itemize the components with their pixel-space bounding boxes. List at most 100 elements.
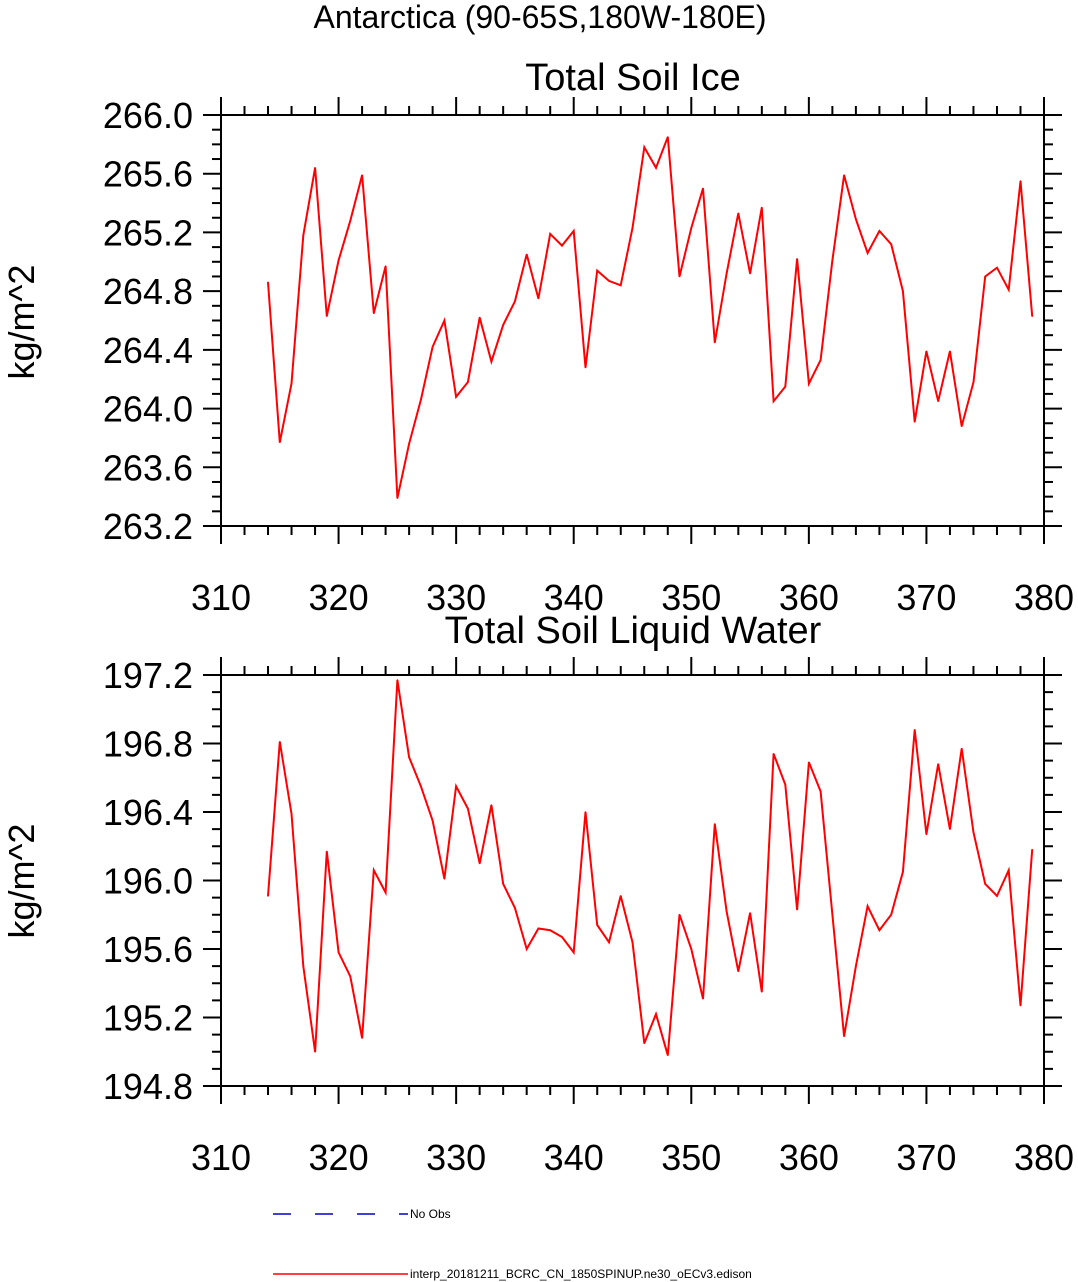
data-point (737, 970, 740, 973)
data-point (408, 443, 410, 445)
data-point (572, 230, 575, 232)
data-point (525, 253, 528, 256)
data-point (279, 441, 281, 444)
x-tick-label: 340 (544, 1137, 604, 1178)
data-point (819, 359, 822, 361)
y-tick-labels-soil-ice: 263.2 263.6 264.0 264.4 264.8 265.2 265.6 266.0 (103, 95, 193, 547)
data-point (690, 227, 693, 229)
data-point (502, 324, 505, 326)
data-point (490, 360, 493, 363)
data-point (1031, 848, 1033, 851)
data-point (502, 883, 505, 885)
data-point (467, 807, 469, 810)
data-point (678, 275, 681, 278)
data-point (808, 382, 810, 385)
y-tick-labels-soil-liquid-water: 194.8 195.2 195.6 196.0 196.4 196.8 197.2 (103, 655, 193, 1107)
data-point (925, 350, 928, 353)
data-point (702, 187, 704, 190)
data-point (619, 284, 622, 287)
data-point (866, 252, 869, 254)
data-point (643, 146, 646, 149)
data-point (949, 350, 951, 353)
data-point (608, 280, 610, 282)
data-point (690, 948, 693, 950)
x-tick-label: 380 (1014, 1137, 1074, 1178)
data-point (667, 136, 669, 138)
data-point (984, 883, 986, 885)
data-point (808, 761, 810, 764)
data-point (749, 912, 751, 914)
axis-ticks-soil-ice (203, 97, 1062, 544)
panel-soil-ice: Total Soil Ice kg/m^2 263.2 263.6 264.0 264… (1, 57, 1074, 618)
data-point (455, 785, 457, 788)
y-tick-label: 264.0 (103, 389, 193, 430)
data-point (1019, 180, 1022, 182)
data-point (655, 167, 657, 169)
axis-ticks-soil-liquid-water (203, 657, 1062, 1104)
x-tick-label: 360 (779, 577, 839, 618)
data-point (761, 991, 763, 993)
data-point (784, 783, 787, 786)
x-tick-label: 370 (896, 1137, 956, 1178)
data-point (279, 741, 281, 743)
data-point (396, 679, 399, 681)
data-point (819, 790, 822, 793)
panel-title-soil-ice: Total Soil Ice (525, 57, 740, 99)
legend: No Obs interp_20181211_BCRC_CN_1850SPINU… (273, 1207, 752, 1281)
data-point (902, 871, 904, 873)
data-point (643, 1042, 646, 1044)
data-point (631, 227, 634, 229)
data-point (960, 747, 963, 750)
x-tick-label: 320 (309, 577, 369, 618)
plot-frame-soil-liquid-water (220, 674, 1045, 1087)
data-point (1007, 869, 1010, 871)
data-point (631, 941, 634, 943)
data-point (420, 399, 422, 401)
data-point (655, 1013, 657, 1015)
data-point (302, 234, 305, 237)
legend-model-label: interp_20181211_BCRC_CN_1850SPINUP.ne30_… (410, 1267, 752, 1281)
data-point (996, 895, 998, 897)
data-point (290, 382, 293, 385)
data-point (772, 753, 775, 755)
data-point (831, 913, 834, 916)
y-axis-label-soil-ice: kg/m^2 (1, 265, 42, 380)
data-point (525, 948, 528, 950)
data-point (420, 785, 422, 788)
data-point (455, 396, 457, 398)
region-title: Antarctica (90-65S,180W-180E) (314, 0, 767, 35)
data-point (737, 212, 740, 215)
series-soil-ice (267, 136, 1034, 499)
data-point (855, 218, 857, 220)
x-tick-label: 310 (191, 1137, 251, 1178)
data-point (890, 243, 892, 245)
y-tick-label: 195.6 (103, 929, 193, 970)
data-point (890, 913, 892, 916)
data-point (337, 951, 340, 954)
data-point (749, 272, 751, 275)
data-point (349, 219, 352, 222)
data-point (996, 266, 998, 269)
data-point (314, 167, 316, 169)
y-tick-label: 263.6 (103, 447, 193, 488)
data-point (490, 804, 493, 806)
x-tick-label: 320 (309, 1137, 369, 1178)
x-tick-label: 350 (661, 577, 721, 618)
data-point (937, 763, 939, 765)
data-point (326, 850, 328, 853)
panel-soil-liquid-water: Total Soil Liquid Water kg/m^2 194.8 195.… (1, 610, 1074, 1178)
data-point (937, 400, 939, 403)
data-point (478, 862, 481, 865)
data-point (549, 929, 551, 931)
x-tick-label: 310 (191, 577, 251, 618)
data-point (373, 869, 375, 871)
data-point (902, 290, 904, 292)
data-point (972, 831, 975, 834)
data-point (514, 300, 516, 303)
x-tick-label: 340 (544, 577, 604, 618)
data-point (467, 381, 469, 383)
y-tick-label: 265.6 (103, 154, 193, 195)
data-point (913, 729, 916, 731)
data-point (855, 965, 857, 967)
